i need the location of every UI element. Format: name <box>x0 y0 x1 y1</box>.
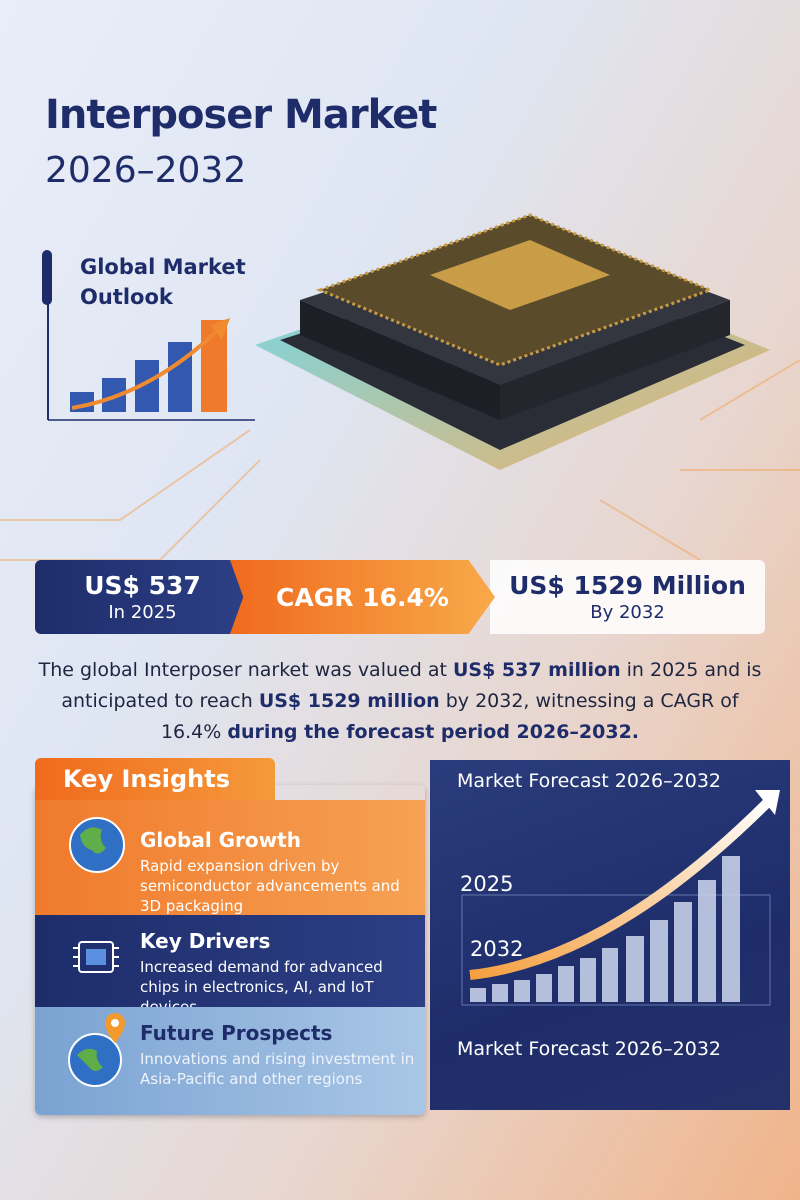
stat-value: US$ 1529 Million <box>509 571 746 600</box>
stat-caption: By 2032 <box>590 602 665 623</box>
forecast-title: Market Forecast 2026–2032 <box>457 770 721 792</box>
forecast-art <box>461 790 780 1006</box>
stat-caption: In 2025 <box>108 602 177 623</box>
stat-end: US$ 1529 Million By 2032 <box>490 560 765 634</box>
forecast-label: 2025 <box>460 872 514 896</box>
insight-title: Future Prospects <box>140 1021 333 1045</box>
subtitle: 2026–2032 <box>45 150 247 191</box>
stat-cagr: CAGR 16.4% <box>230 560 495 634</box>
stat-value: CAGR 16.4% <box>276 582 449 612</box>
summary-text: The global Interposer narket was valued … <box>38 659 453 681</box>
insight-text: Rapid expansion driven by semiconductor … <box>140 857 400 915</box>
title: Interposer Market <box>45 92 437 138</box>
summary-highlight: US$ 1529 million <box>258 690 440 712</box>
summary-highlight: US$ 537 million <box>452 659 621 681</box>
summary-text: in 2025 and is anticipated to reach <box>61 659 762 712</box>
insight-title: Global Growth <box>140 828 301 852</box>
forecast-footer: Market Forecast 2026–2032 <box>457 1038 721 1060</box>
insights-title: Key Insights <box>35 758 275 800</box>
summary-highlight: during the forecast period 2026–2032. <box>227 721 640 743</box>
outlook-label: Global Market Outlook <box>80 255 246 309</box>
stat-value: US$ 537 <box>84 571 201 600</box>
insight-icons <box>68 817 125 1087</box>
insights-panel: Global Growth Rapid expansion driven by … <box>35 785 425 1115</box>
summary: The global Interposer narket was valued … <box>30 655 770 748</box>
insight-text: Innovations and rising investment in Asi… <box>140 1050 415 1088</box>
forecast-label: 2032 <box>470 937 524 961</box>
summary-text: by 2032, witnessing a CAGR of 16.4% <box>160 690 739 743</box>
insight-title: Key Drivers <box>140 929 271 953</box>
stat-start: US$ 537 In 2025 <box>35 560 250 634</box>
